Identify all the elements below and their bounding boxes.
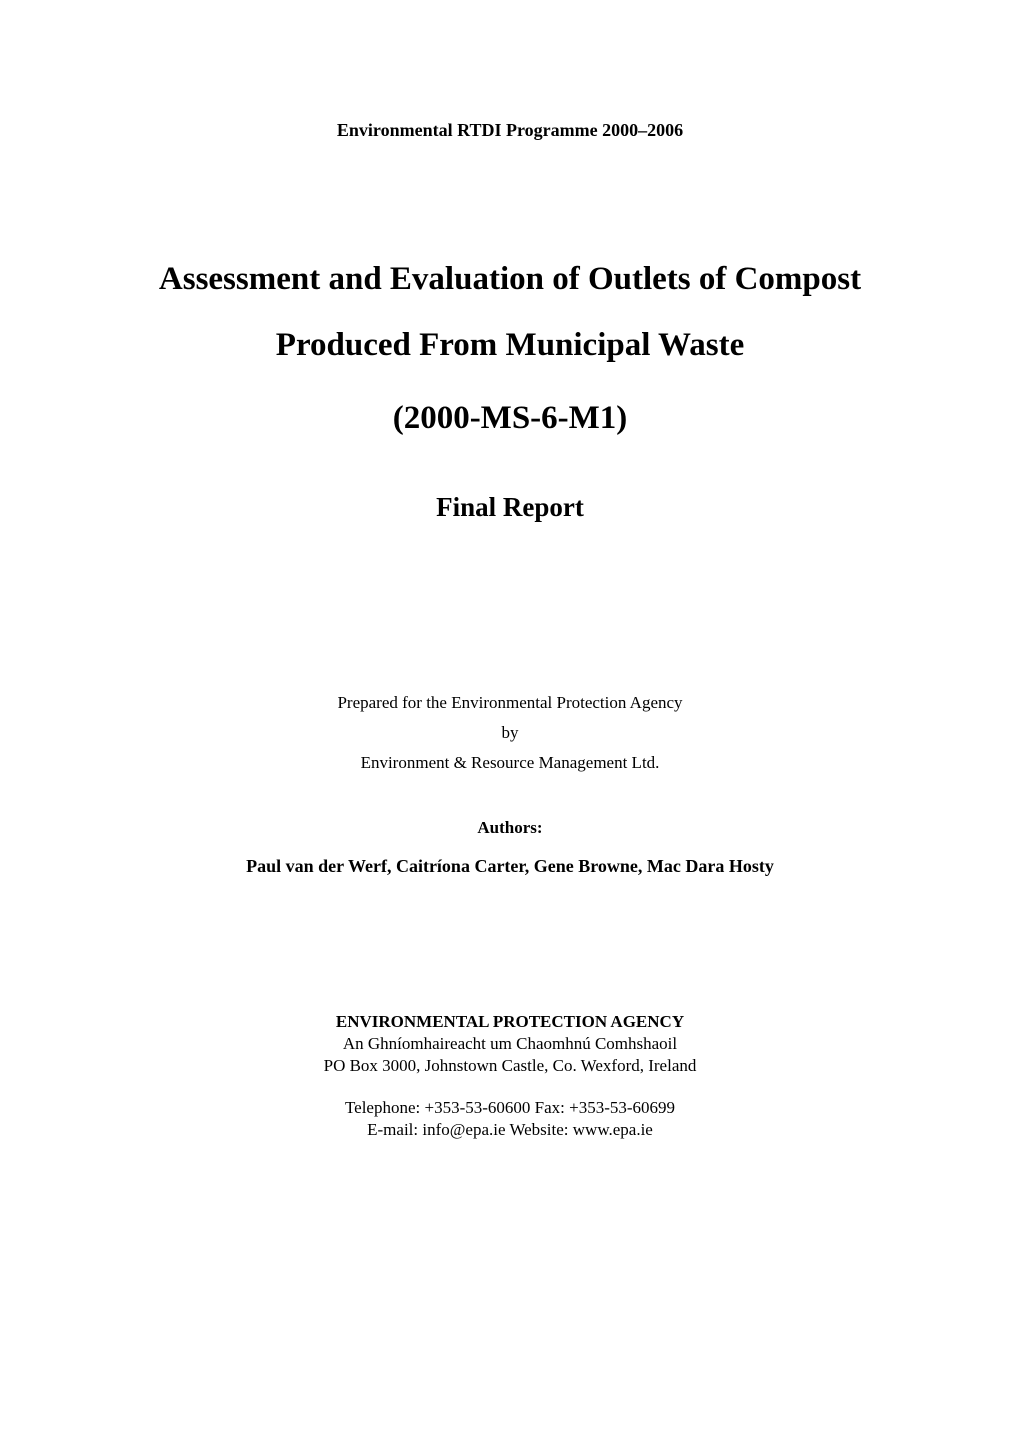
authors-heading: Authors: <box>477 818 542 838</box>
authors-names: Paul van der Werf, Caitríona Carter, Gen… <box>246 856 774 877</box>
programme-line: Environmental RTDI Programme 2000–2006 <box>337 120 683 141</box>
agency-name: ENVIRONMENTAL PROTECTION AGENCY <box>324 1012 697 1032</box>
prepared-by: Environment & Resource Management Ltd. <box>361 753 660 773</box>
agency-contact: E-mail: info@epa.ie Website: www.epa.ie <box>324 1120 697 1140</box>
report-code: (2000-MS-6-M1) <box>393 400 628 437</box>
by-word: by <box>502 723 519 743</box>
agency-address: PO Box 3000, Johnstown Castle, Co. Wexfo… <box>324 1056 697 1076</box>
agency-phone: Telephone: +353-53-60600 Fax: +353-53-60… <box>324 1098 697 1118</box>
subtitle: Final Report <box>436 492 584 523</box>
main-title: Assessment and Evaluation of Outlets of … <box>95 246 925 378</box>
agency-irish: An Ghníomhaireacht um Chaomhnú Comhshaoi… <box>324 1034 697 1054</box>
prepared-for: Prepared for the Environmental Protectio… <box>337 693 682 713</box>
title-page: Environmental RTDI Programme 2000–2006 A… <box>0 0 1020 1441</box>
agency-block: ENVIRONMENTAL PROTECTION AGENCY An Ghnío… <box>324 1012 697 1140</box>
